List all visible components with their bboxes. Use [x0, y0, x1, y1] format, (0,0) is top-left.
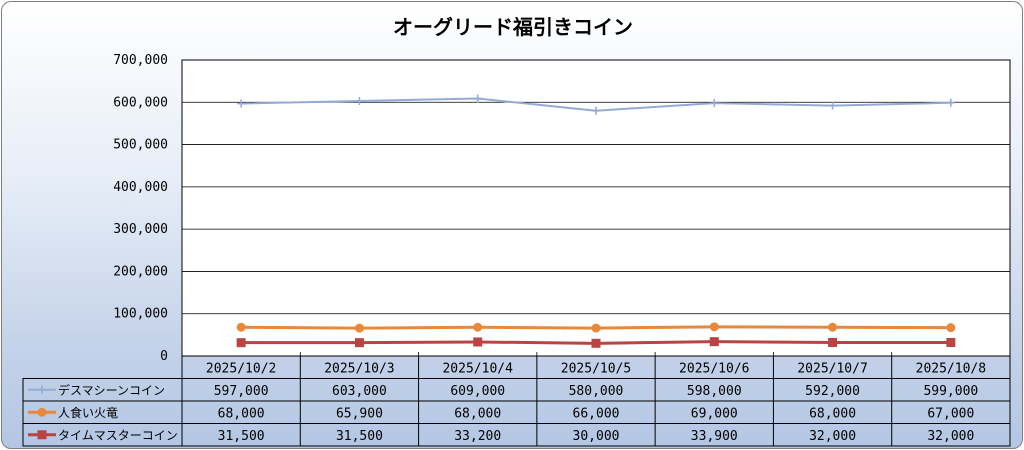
data-label: 68,000	[218, 406, 265, 421]
data-label: 599,000	[923, 384, 978, 399]
data-point	[592, 106, 600, 115]
data-label: 67,000	[927, 406, 974, 421]
data-point	[828, 101, 837, 110]
data-table: 2025/10/2 2025/10/3 2025/10/4 2025/10/5 2025…	[22, 355, 1011, 447]
x-tick-label: 2025/10/3	[324, 361, 394, 376]
data-point	[946, 323, 956, 333]
y-tick-label: 500,000	[113, 138, 168, 153]
data-label: 30,000	[573, 429, 620, 444]
data-point	[236, 322, 246, 332]
data-point	[709, 322, 719, 332]
data-point	[591, 323, 601, 333]
x-tick-label: 2025/10/5	[561, 361, 631, 376]
chart-title: オーグリード福引きコイン	[393, 15, 633, 39]
data-point	[828, 322, 838, 332]
x-tick-label: 2025/10/8	[916, 361, 986, 376]
y-tick-label: 400,000	[113, 180, 168, 195]
data-label: 69,000	[691, 406, 738, 421]
x-tick-label: 2025/10/2	[206, 361, 276, 376]
data-label: 33,900	[691, 429, 738, 444]
x-tick-label: 2025/10/6	[679, 361, 749, 376]
data-point	[473, 322, 483, 332]
data-point	[591, 338, 601, 348]
data-label: 597,000	[214, 384, 269, 399]
y-tick-label: 600,000	[113, 95, 168, 110]
data-label: 68,000	[454, 406, 501, 421]
data-label: 609,000	[450, 384, 505, 399]
y-tick-label: 700,000	[113, 53, 168, 68]
data-point	[709, 337, 719, 347]
data-point	[473, 94, 482, 103]
data-point	[946, 98, 955, 107]
data-point	[236, 338, 246, 348]
gridlines	[182, 101, 1010, 356]
data-label: 32,000	[809, 429, 856, 444]
data-label: 66,000	[573, 406, 620, 421]
data-label: 31,500	[218, 429, 265, 444]
data-point	[473, 337, 483, 347]
legend-label: 人食い火竜	[58, 405, 118, 420]
data-point	[828, 337, 838, 347]
legend-label: デスマシーンコイン	[58, 382, 165, 397]
legend-key-marker	[38, 385, 46, 394]
data-point	[354, 323, 364, 333]
data-label: 31,500	[336, 429, 383, 444]
data-label: 580,000	[569, 384, 624, 399]
data-point	[355, 97, 364, 106]
data-label: 32,000	[927, 429, 974, 444]
y-axis: 0 100,000 200,000 300,000 400,000 500,000 600,…	[113, 53, 168, 364]
legend-label: タイムマスターコイン	[58, 428, 178, 442]
legend-key-marker	[37, 430, 47, 440]
data-label: 598,000	[687, 384, 742, 399]
x-tick-label: 2025/10/7	[797, 361, 867, 376]
data-label: 65,900	[336, 406, 383, 421]
data-point	[237, 99, 246, 108]
y-tick-label: 100,000	[113, 307, 168, 322]
series-lines	[236, 94, 956, 348]
data-point	[354, 338, 364, 348]
y-tick-label: 200,000	[113, 264, 168, 279]
data-label: 33,200	[454, 429, 501, 444]
data-label: 603,000	[332, 384, 387, 399]
y-tick-label: 0	[160, 349, 168, 364]
data-label: 592,000	[805, 384, 860, 399]
x-tick-label: 2025/10/4	[442, 361, 513, 376]
data-point	[710, 99, 719, 108]
legend-key-marker	[37, 407, 47, 417]
data-point	[946, 337, 956, 347]
data-label: 68,000	[809, 406, 856, 421]
y-tick-label: 300,000	[113, 222, 168, 237]
